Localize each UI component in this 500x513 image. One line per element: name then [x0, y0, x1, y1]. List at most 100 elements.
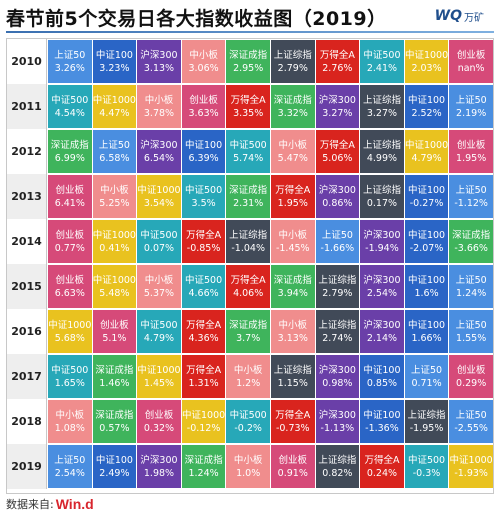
index-name: 上证综指 — [362, 139, 401, 151]
index-name: 中证100 — [95, 454, 133, 466]
index-return: 2.79% — [322, 287, 353, 299]
index-cell: 沪深300 -1.94% — [359, 220, 404, 263]
index-return: 1.46% — [99, 377, 130, 389]
index-name: 创业板 — [55, 229, 85, 241]
index-return: 0.71% — [411, 377, 442, 389]
index-return: 5.68% — [54, 332, 85, 344]
index-return: 2.52% — [411, 107, 442, 119]
index-name: 中小板 — [278, 139, 308, 151]
index-cell: 中小板 5.37% — [136, 265, 181, 308]
index-name: 沪深300 — [318, 184, 356, 196]
index-cell: 中证500 2.41% — [359, 40, 404, 83]
index-name: 中小板 — [278, 319, 308, 331]
year-label: 2010 — [7, 39, 47, 84]
index-cell: 中证1000 5.48% — [91, 265, 137, 308]
index-name: 深证成指 — [452, 229, 491, 241]
index-return: 0.07% — [143, 242, 175, 254]
index-return: 5.1% — [102, 332, 127, 344]
index-return: 4.79% — [143, 332, 175, 344]
index-name: 中证1000 — [137, 184, 181, 196]
index-name: 上证综指 — [362, 94, 401, 106]
index-cell: 中证500 3.5% — [180, 175, 226, 218]
index-return: -1.13% — [320, 422, 355, 434]
index-return: 1.98% — [143, 467, 175, 479]
index-cell: 上证50 1.24% — [448, 265, 493, 308]
index-return: 6.99% — [54, 152, 85, 164]
source-brand: Win.d — [55, 496, 94, 512]
year-label: 2011 — [7, 84, 47, 129]
index-cell: 中证1000 0.41% — [91, 220, 137, 263]
index-cell: 上证综指 -1.95% — [403, 400, 449, 443]
index-cell: 上证50 0.71% — [403, 355, 449, 398]
index-name: 中证1000 — [48, 319, 92, 331]
index-name: 中证500 — [229, 139, 267, 151]
index-cell: 创业板 1.95% — [448, 130, 493, 173]
index-cell: 万得全A 3.35% — [225, 85, 270, 128]
index-cell: 中小板 3.06% — [180, 40, 226, 83]
index-name: 中证1000 — [404, 49, 449, 61]
index-cell: 上证综指 -1.04% — [225, 220, 270, 263]
index-name: 沪深300 — [363, 319, 401, 331]
index-return: 2.54% — [366, 287, 398, 299]
index-return: 0.91% — [277, 467, 308, 479]
index-return: 0.86% — [322, 197, 353, 209]
index-name: 创业板 — [189, 94, 218, 106]
index-name: 中证1000 — [181, 409, 226, 421]
index-name: 万得全A — [319, 49, 355, 61]
index-return: 5.74% — [233, 152, 264, 164]
index-cell: 上证综指 0.82% — [314, 445, 360, 488]
index-cell: 上证综指 4.99% — [359, 130, 404, 173]
index-return: 1.15% — [277, 377, 308, 389]
index-return: -1.93% — [454, 467, 488, 479]
table-row: 2018 中小板 1.08% 深证成指 0.57% 创业板 0.32% 中证1000 -0.12… — [7, 399, 493, 444]
index-return: 2.31% — [233, 197, 264, 209]
index-return: 3.27% — [366, 107, 398, 119]
index-name: 中证100 — [185, 139, 223, 151]
index-return: 0.41% — [99, 242, 130, 254]
index-cell: 上证综指 2.79% — [269, 40, 315, 83]
index-return: -1.36% — [365, 422, 399, 434]
index-name: 沪深300 — [363, 274, 401, 286]
index-cell: 创业板 0.77% — [47, 220, 92, 263]
index-name: 中小板 — [55, 409, 85, 421]
table-row: 2019 上证50 2.54% 中证100 2.49% 沪深300 1.98% 深证成指 1.2… — [7, 444, 493, 489]
index-name: 万得全A — [319, 139, 355, 151]
index-name: 上证50 — [455, 409, 487, 421]
page-title: 春节前5个交易日各大指数收益图（2019） — [6, 8, 387, 30]
index-return: 2.54% — [54, 467, 85, 479]
index-name: 上证50 — [455, 319, 487, 331]
index-name: 万得全A — [275, 409, 311, 421]
table-row: 2010 上证50 3.26% 中证100 3.23% 沪深300 3.13% 中小板 3.06… — [7, 39, 493, 84]
index-name: 深证成指 — [229, 319, 268, 331]
index-cell: 深证成指 2.95% — [225, 40, 270, 83]
index-cell: 沪深300 -1.13% — [314, 400, 360, 443]
index-return: 1.66% — [411, 332, 442, 344]
index-return: 3.32% — [277, 107, 308, 119]
index-name: 深证成指 — [50, 139, 89, 151]
index-name: 沪深300 — [318, 409, 356, 421]
index-name: 中证500 — [51, 364, 89, 376]
index-return: -3.66% — [454, 242, 488, 254]
brand-logo: WQ 万矿 — [435, 8, 484, 24]
index-cell: 中证100 6.39% — [180, 130, 226, 173]
index-name: 中证100 — [407, 319, 446, 331]
index-cell: 中证1000 2.03% — [403, 40, 449, 83]
index-name: 创业板 — [55, 184, 85, 196]
index-return: 1.31% — [188, 377, 219, 389]
index-cell: 中证100 -2.07% — [403, 220, 449, 263]
index-return: 6.41% — [54, 197, 85, 209]
index-cell: 中证500 5.74% — [225, 130, 270, 173]
table-row: 2012 深证成指 6.99% 上证50 6.58% 沪深300 6.54% 中证100 6.3… — [7, 129, 493, 174]
index-name: 上证综指 — [318, 454, 357, 466]
index-name: 创业板 — [456, 49, 486, 61]
index-name: 中证100 — [407, 94, 446, 106]
index-return: 3.13% — [143, 62, 175, 74]
index-cell: 上证50 2.19% — [448, 85, 493, 128]
index-cell: 上证50 2.54% — [47, 445, 92, 488]
index-cell: 万得全A 0.24% — [359, 445, 404, 488]
year-label: 2015 — [7, 264, 47, 309]
index-cell: 中证500 1.65% — [47, 355, 92, 398]
index-name: 中小板 — [100, 184, 129, 196]
index-return: 3.94% — [277, 287, 308, 299]
index-return: -1.45% — [275, 242, 310, 254]
